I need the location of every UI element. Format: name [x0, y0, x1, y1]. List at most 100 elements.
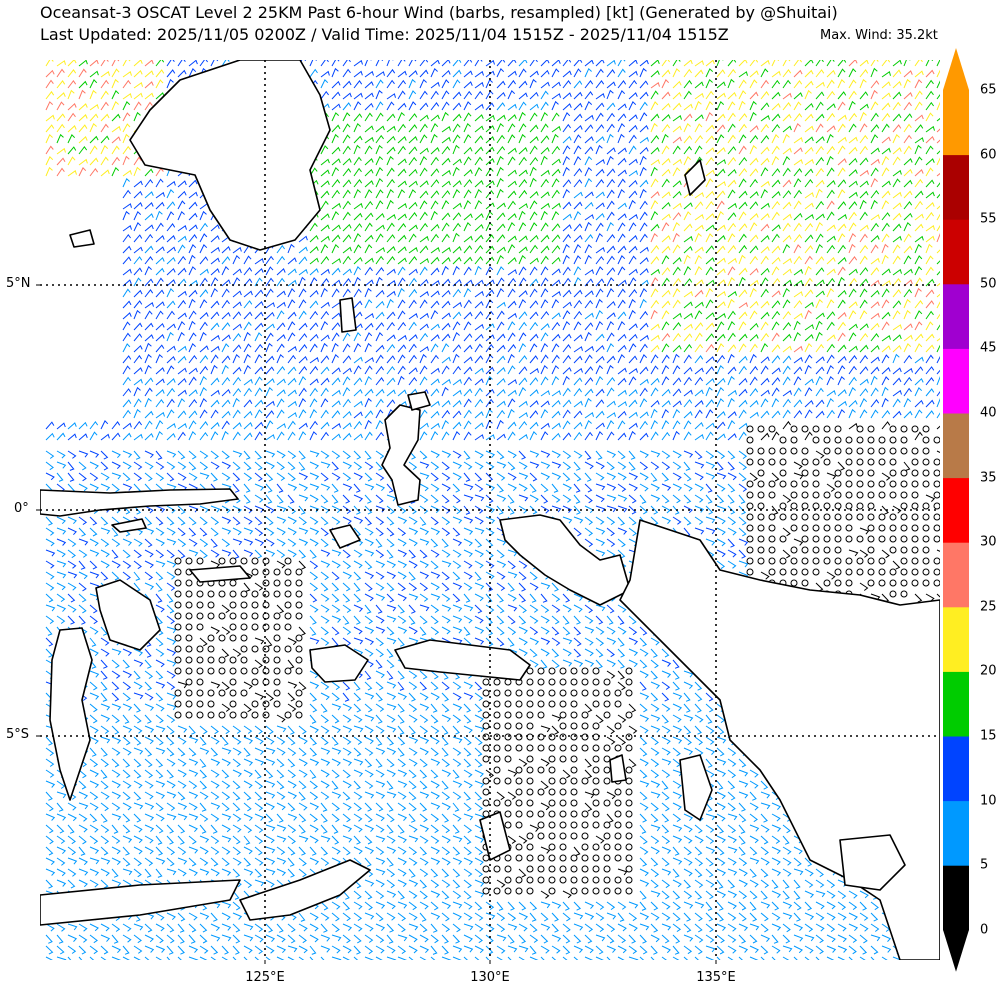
wind-barb — [782, 125, 792, 133]
wind-barb — [595, 232, 603, 243]
wind-barb — [452, 472, 462, 481]
wind-barb — [848, 232, 857, 243]
wind-barb — [925, 388, 935, 397]
wind-barb — [639, 494, 647, 504]
wind-barb — [386, 222, 395, 232]
wind-barb — [694, 527, 705, 535]
wind-barb — [353, 233, 362, 243]
wind-barb — [914, 266, 923, 276]
wind-barb — [177, 461, 187, 470]
wind-barb — [463, 593, 471, 603]
wind-barb — [705, 422, 715, 430]
wind-barb — [551, 375, 560, 386]
calm-wind-marker — [757, 502, 765, 510]
wind-barb — [639, 166, 647, 177]
wind-barb — [584, 91, 594, 100]
wind-barb — [298, 626, 306, 636]
wind-barb — [463, 494, 474, 502]
wind-barb — [892, 101, 901, 111]
wind-barb — [650, 747, 660, 756]
wind-barb — [122, 210, 130, 221]
calm-wind-marker — [911, 524, 919, 532]
calm-wind-marker — [867, 436, 875, 444]
wind-barb — [859, 103, 869, 111]
wind-barb — [67, 422, 77, 430]
wind-barb — [298, 494, 309, 502]
wind-barb — [397, 375, 405, 386]
wind-barb — [243, 278, 253, 287]
wind-barb — [848, 332, 857, 342]
calm-wind-marker — [526, 678, 534, 686]
wind-barb — [496, 155, 504, 166]
wind-barb — [672, 145, 681, 155]
wind-barb — [650, 714, 661, 722]
wind-barb — [804, 125, 814, 133]
wind-barb — [562, 135, 572, 144]
calm-wind-marker — [746, 568, 754, 576]
calm-wind-marker — [779, 447, 787, 455]
wind-barb — [870, 399, 880, 408]
wind-barb — [122, 714, 130, 724]
wind-barb — [133, 69, 143, 78]
wind-barb — [925, 112, 934, 122]
wind-barb — [67, 69, 77, 78]
wind-barb — [859, 233, 868, 243]
wind-barb — [727, 344, 737, 353]
wind-barb — [144, 505, 154, 514]
wind-barb — [309, 387, 318, 397]
wind-barb — [540, 422, 550, 430]
wind-barb — [727, 411, 737, 419]
wind-barb — [353, 433, 363, 441]
wind-barb — [166, 670, 176, 679]
wind-barb — [650, 288, 659, 298]
calm-wind-marker — [196, 656, 204, 664]
wind-barb — [727, 112, 736, 122]
wind-barb — [639, 505, 648, 515]
wind-barb — [166, 422, 176, 430]
wind-barb — [474, 367, 484, 375]
calm-wind-marker — [757, 469, 765, 477]
calm-wind-marker — [823, 425, 831, 433]
wind-barb — [573, 527, 582, 537]
wind-barb — [419, 102, 429, 111]
wind-barb — [188, 747, 197, 757]
wind-barb — [771, 277, 781, 287]
wind-barb — [441, 386, 449, 397]
wind-barb — [870, 279, 880, 287]
wind-barb — [232, 527, 242, 536]
wind-barb — [166, 626, 177, 634]
wind-barb — [716, 210, 724, 221]
wind-barb — [540, 323, 550, 331]
calm-wind-marker — [559, 678, 567, 686]
wind-barb — [540, 155, 548, 166]
wind-barb — [650, 299, 659, 309]
wind-barb — [276, 549, 286, 558]
wind-barb — [331, 400, 341, 408]
calm-wind-marker — [504, 700, 512, 708]
wind-barb — [573, 102, 583, 111]
wind-barb — [221, 648, 230, 658]
wind-barb — [661, 670, 672, 678]
wind-barb — [430, 334, 440, 342]
wind-barb — [903, 461, 911, 471]
wind-barb — [573, 299, 583, 309]
wind-barb — [353, 505, 361, 515]
wind-barb — [562, 289, 572, 298]
wind-barb — [892, 80, 902, 89]
calm-wind-marker — [856, 447, 864, 455]
wind-barb — [144, 648, 152, 658]
wind-barb — [573, 461, 581, 471]
wind-barb — [617, 266, 626, 276]
wind-barb — [870, 112, 879, 122]
wind-barb — [551, 256, 561, 265]
calm-wind-marker — [933, 557, 940, 565]
wind-barb — [364, 461, 374, 470]
calm-wind-marker — [834, 425, 842, 433]
calm-wind-marker — [790, 579, 798, 587]
wind-barb — [859, 288, 868, 298]
wind-barb — [166, 582, 176, 591]
wind-barb — [188, 367, 198, 375]
wind-barb — [485, 604, 495, 613]
wind-barb — [925, 366, 935, 375]
wind-barb — [133, 267, 143, 276]
